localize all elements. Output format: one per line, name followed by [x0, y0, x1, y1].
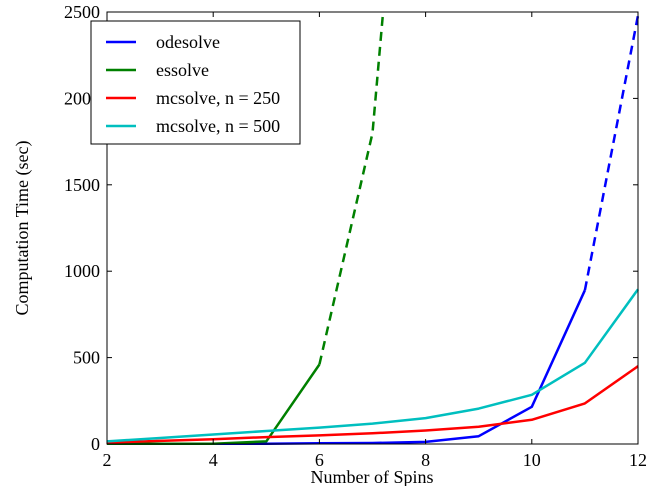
- legend-label: essolve: [156, 60, 209, 80]
- legend-label: mcsolve, n = 500: [156, 116, 280, 136]
- series-dashed-line-odesolve: [583, 15, 640, 291]
- y-tick-label: 0: [91, 434, 100, 454]
- x-tick-label: 12: [629, 450, 647, 470]
- legend: odesolve essolve mcsolve, n = 250 mcsolve, …: [90, 20, 301, 145]
- x-tick-label: 8: [421, 450, 430, 470]
- series-line-mcsolve-n-250: [106, 365, 639, 444]
- y-axis-title: Computation Time (sec): [12, 140, 33, 315]
- y-tick-label: 1500: [64, 175, 100, 195]
- y-tick-label: 2500: [64, 2, 100, 22]
- x-tick-label: 4: [209, 450, 218, 470]
- y-tick-label: 1000: [64, 261, 100, 281]
- x-tick-label: 10: [523, 450, 541, 470]
- plot-frame: [106, 11, 639, 445]
- series-line-mcsolve-n-500: [106, 288, 640, 443]
- x-tick-label: 2: [103, 450, 112, 470]
- legend-label: odesolve: [156, 32, 220, 52]
- y-tick-label: 500: [73, 348, 100, 368]
- x-axis-title: Number of Spins: [311, 467, 434, 486]
- x-tick-label: 6: [315, 450, 324, 470]
- series-dashed-line-essolve: [318, 11, 385, 365]
- legend-label: mcsolve, n = 250: [156, 88, 280, 108]
